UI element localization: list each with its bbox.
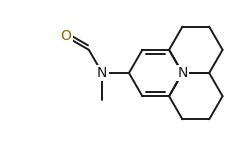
Text: N: N xyxy=(97,66,107,80)
Text: N: N xyxy=(176,66,187,80)
Text: O: O xyxy=(60,29,71,44)
